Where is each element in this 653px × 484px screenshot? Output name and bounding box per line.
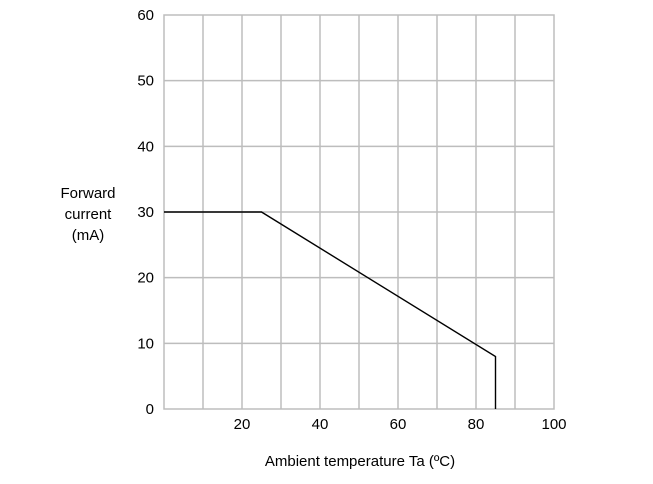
x-tick-labels: 20 40 60 80 100: [234, 416, 567, 433]
series-line: [164, 211, 497, 409]
y-tick-label: 20: [137, 270, 154, 287]
y-axis-label-line-1: Forward: [60, 185, 115, 202]
y-tick-labels: 0 10 20 30 40 50 60: [137, 7, 154, 418]
x-tick-label: 60: [390, 416, 407, 433]
y-tick-label: 10: [137, 335, 154, 352]
y-tick-label: 30: [137, 204, 154, 221]
x-axis-label: Ambient temperature Ta (ºC): [265, 453, 455, 470]
y-tick-label: 60: [137, 7, 154, 24]
x-tick-label: 80: [468, 416, 485, 433]
y-axis-label-line-2: current: [65, 206, 113, 223]
y-tick-label: 0: [146, 401, 154, 418]
x-tick-label: 20: [234, 416, 251, 433]
y-axis-label-line-3: (mA): [72, 227, 105, 244]
y-tick-label: 40: [137, 138, 154, 155]
x-tick-label: 100: [541, 416, 566, 433]
y-tick-label: 50: [137, 73, 154, 90]
x-tick-label: 40: [312, 416, 329, 433]
